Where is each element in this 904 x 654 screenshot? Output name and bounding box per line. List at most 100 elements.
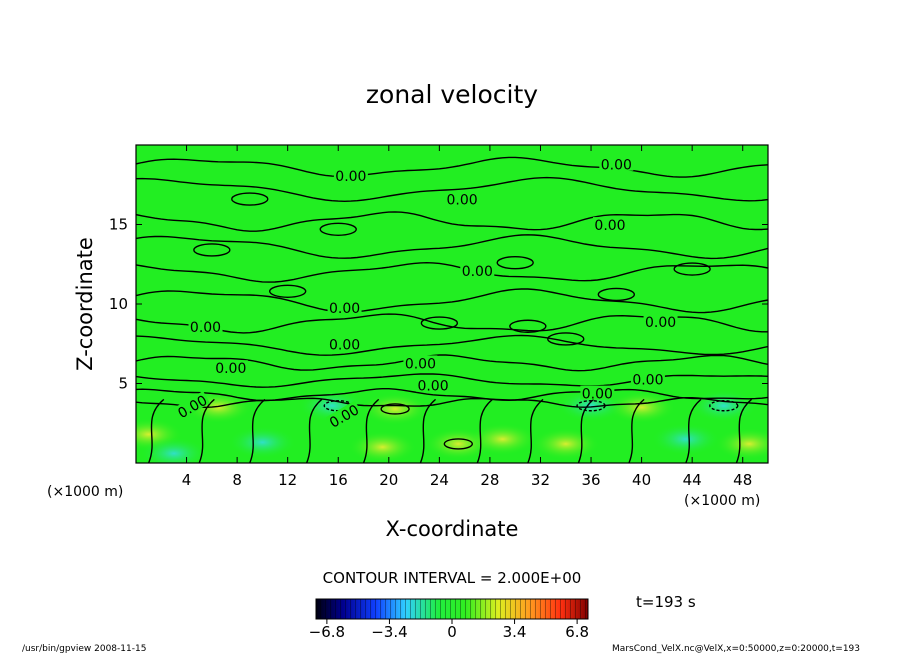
colorbar-stripes [316, 599, 588, 619]
y-tick-label: 15 [109, 216, 128, 234]
contour-line [136, 388, 768, 402]
x-unit-label: (×1000 m) [684, 493, 760, 509]
contour-line-lower [476, 398, 493, 463]
x-tick-label: 12 [278, 471, 297, 489]
contour-label: 0.00 [329, 301, 360, 317]
contour-line [136, 354, 768, 372]
contour-label-bg [643, 314, 678, 329]
contour-label: 0.00 [462, 264, 493, 280]
colorbar-tick-label: 3.4 [503, 623, 527, 641]
colorbar-tick-label: 0 [447, 623, 457, 641]
contour-label: 0.00 [329, 337, 360, 353]
contour-island [547, 332, 585, 346]
contour-label-bg [403, 355, 438, 370]
contour-island [673, 262, 711, 276]
y-axis-ticks: 5 10 15 [109, 216, 768, 393]
contour-label-bg [325, 400, 362, 430]
contour-island [597, 287, 636, 302]
contour-island [193, 243, 231, 257]
contour-label-bg [445, 191, 480, 206]
contour-line [136, 156, 768, 178]
contour-label: 0.00 [417, 379, 448, 395]
contour-line [136, 334, 768, 356]
contour-island [231, 192, 269, 206]
contour-cell-outline [443, 438, 474, 450]
contour-label: 0.00 [645, 315, 676, 331]
perturbation-cell [468, 423, 537, 456]
x-tick-label: 20 [379, 471, 398, 489]
contour-cell-outline [576, 400, 606, 412]
contour-line [136, 261, 768, 283]
x-tick-label: 16 [329, 471, 348, 489]
colorbar-tick-label: −6.8 [309, 623, 345, 641]
colorbar-tick-label: 6.8 [565, 623, 589, 641]
contour-line-lower [249, 398, 266, 463]
contour-label: 0.00 [405, 356, 436, 372]
contour-line [136, 288, 768, 314]
x-axis-ticks: 4 8 12 16 20 24 28 32 36 40 44 48 [182, 145, 752, 489]
plot-field: 0.00 0.00 0.00 0.00 0.00 0.00 0.00 0.00 0.00 0.00… [136, 145, 768, 463]
x-tick-label: 48 [733, 471, 752, 489]
contour-line-lower [527, 398, 544, 463]
z-unit-label: (×1000 m) [47, 484, 123, 500]
x-tick-label: 8 [232, 471, 242, 489]
perturbation-cell [139, 437, 208, 463]
x-tick-label: 4 [182, 471, 192, 489]
contour-label: 0.00 [335, 169, 366, 185]
x-tick-label: 24 [430, 471, 449, 489]
perturbation-cell [689, 389, 758, 422]
contour-line-lower [628, 398, 645, 463]
x-tick-label: 40 [632, 471, 651, 489]
contour-label: 0.00 [447, 193, 478, 209]
perturbation-cell [607, 391, 676, 424]
contour-island [509, 319, 547, 333]
contour-cell-outline [380, 403, 410, 415]
contour-label: 0.00 [215, 361, 246, 377]
contour-label-bg [188, 318, 223, 333]
contour-line-lower [577, 398, 595, 463]
colorbar-ticks: −6.8 −3.4 0 3.4 6.8 [309, 619, 589, 641]
contour-label: 0.00 [632, 372, 663, 388]
y-tick-label: 10 [109, 295, 128, 313]
contour-island [268, 284, 307, 298]
contour-label-bg [599, 156, 634, 171]
footer-left: /usr/bin/gpview 2008-11-15 [22, 644, 146, 654]
x-tick-label: 32 [531, 471, 550, 489]
perturbation-cell [651, 423, 720, 456]
contour-cell-outline [709, 400, 739, 412]
contour-label: 0.00 [594, 218, 625, 234]
contour-line [136, 234, 768, 260]
contour-island [496, 255, 534, 270]
contour-label-bg [327, 336, 362, 351]
footer-right: MarsCond_VelX.nc@VelX,x=0:50000,z=0:2000… [612, 644, 860, 654]
contour-interval-text: CONTOUR INTERVAL = 2.000E+00 [323, 569, 582, 587]
contour-island [420, 316, 459, 330]
y-tick-label: 5 [118, 375, 128, 393]
perturbation-cell [348, 431, 417, 463]
contour-label-bg [333, 167, 368, 182]
contour-label-bg [630, 371, 665, 386]
perturbation-cell [361, 392, 430, 425]
contour-line [136, 397, 768, 409]
contour-line-lower [419, 398, 437, 463]
contour-labels: 0.00 0.00 0.00 0.00 0.00 0.00 0.00 0.00 0.00 0.00… [173, 156, 678, 432]
contour-line-lower [198, 398, 215, 463]
x-tick-label: 44 [683, 471, 702, 489]
perturbation-cell [715, 427, 768, 460]
contour-label-bg [580, 385, 615, 400]
x-axis-label: X-coordinate [386, 517, 519, 541]
x-tick-label: 28 [480, 471, 499, 489]
chart-title: zonal velocity [366, 80, 538, 109]
time-label: t=193 s [636, 593, 696, 611]
contour-label-bg [593, 217, 627, 232]
contour-label-bg [213, 360, 248, 375]
perturbation-cell [531, 427, 600, 460]
contour-label-bg [327, 299, 362, 314]
contour-label-bg [460, 263, 495, 278]
contour-island [319, 222, 357, 236]
perturbation-cell [228, 426, 297, 459]
contour-line-lower [147, 398, 165, 463]
x-tick-label: 36 [581, 471, 600, 489]
contour-label-bg [416, 377, 451, 392]
